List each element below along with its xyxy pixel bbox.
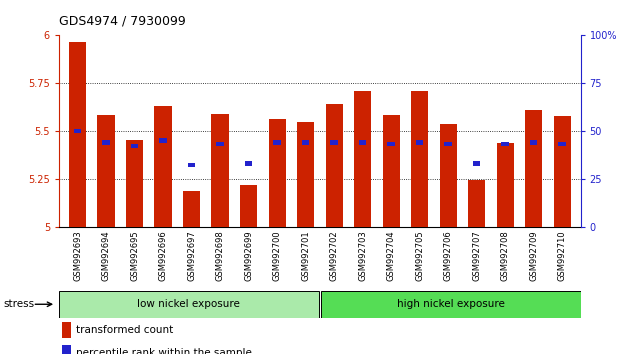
Bar: [59, 291, 319, 318]
Bar: [553, 116, 571, 227]
Bar: [268, 119, 286, 227]
Text: stress: stress: [3, 299, 34, 309]
Text: GSM992698: GSM992698: [215, 230, 225, 281]
Bar: [330, 140, 338, 144]
Bar: [155, 106, 171, 227]
Text: GSM992699: GSM992699: [244, 230, 253, 281]
Bar: [102, 140, 110, 144]
Bar: [388, 142, 395, 147]
Bar: [530, 140, 537, 144]
Text: GSM992709: GSM992709: [529, 230, 538, 281]
Text: GSM992697: GSM992697: [187, 230, 196, 281]
Bar: [558, 142, 566, 147]
Bar: [525, 110, 542, 227]
Text: GSM992706: GSM992706: [443, 230, 453, 281]
Bar: [297, 122, 314, 227]
Bar: [183, 191, 200, 227]
Text: GSM992702: GSM992702: [330, 230, 338, 281]
Bar: [130, 144, 138, 148]
Bar: [325, 104, 343, 227]
Bar: [69, 42, 86, 227]
Bar: [321, 291, 581, 318]
Bar: [216, 142, 224, 147]
Bar: [74, 129, 81, 133]
Text: GSM992707: GSM992707: [472, 230, 481, 281]
Bar: [61, 322, 71, 338]
Bar: [159, 138, 167, 143]
Text: percentile rank within the sample: percentile rank within the sample: [76, 348, 252, 354]
Text: GSM992708: GSM992708: [501, 230, 510, 281]
Bar: [245, 161, 252, 166]
Bar: [273, 140, 281, 144]
Text: GSM992710: GSM992710: [558, 230, 566, 281]
Bar: [212, 114, 229, 227]
Bar: [444, 142, 452, 147]
Bar: [302, 140, 309, 144]
Text: GSM992701: GSM992701: [301, 230, 310, 281]
Text: high nickel exposure: high nickel exposure: [397, 299, 505, 309]
Bar: [415, 140, 424, 144]
Bar: [359, 140, 366, 144]
Text: GSM992705: GSM992705: [415, 230, 424, 281]
Text: GSM992704: GSM992704: [387, 230, 396, 281]
Bar: [188, 163, 196, 167]
Bar: [240, 185, 257, 227]
Bar: [61, 345, 71, 354]
Text: GDS4974 / 7930099: GDS4974 / 7930099: [59, 14, 186, 27]
Text: low nickel exposure: low nickel exposure: [137, 299, 240, 309]
Bar: [97, 115, 115, 227]
Bar: [440, 124, 456, 227]
Text: GSM992703: GSM992703: [358, 230, 367, 281]
Text: GSM992693: GSM992693: [73, 230, 82, 281]
Bar: [383, 115, 400, 227]
Bar: [497, 143, 514, 227]
Bar: [354, 91, 371, 227]
Text: transformed count: transformed count: [76, 325, 173, 336]
Bar: [126, 139, 143, 227]
Bar: [473, 161, 481, 166]
Bar: [468, 180, 485, 227]
Bar: [501, 142, 509, 147]
Text: GSM992700: GSM992700: [273, 230, 281, 281]
Text: GSM992695: GSM992695: [130, 230, 139, 281]
Text: GSM992696: GSM992696: [158, 230, 168, 281]
Bar: [411, 91, 428, 227]
Text: GSM992694: GSM992694: [101, 230, 111, 281]
